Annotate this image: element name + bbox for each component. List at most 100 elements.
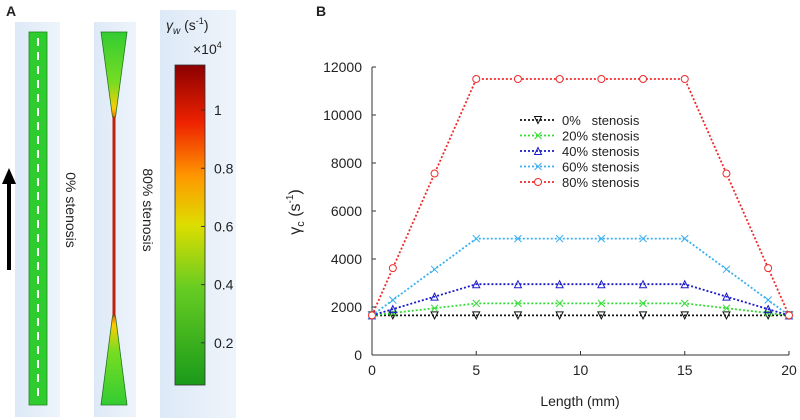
marker [472,299,481,308]
legend-label: 40% stenosis [562,144,640,159]
marker [722,169,731,178]
marker [534,131,542,140]
subscript: c [295,221,307,227]
marker [533,146,543,155]
legend-label: 80% stenosis [562,175,640,190]
marker [472,75,481,83]
marker [555,75,564,83]
marker [722,292,731,301]
tube-stenosis [112,117,116,316]
marker [597,299,606,308]
marker [680,299,689,308]
marker [368,311,376,320]
legend-label: 0% stenosis [562,113,640,128]
x-tick-label: 0 [368,362,376,378]
marker [639,75,648,83]
symbol: γ [287,227,304,235]
y-tick-label: 6000 [331,203,362,219]
x-axis-label: Length (mm) [540,393,619,409]
series-line [371,302,790,317]
x-tick-label: 10 [573,362,589,378]
marker [430,304,439,313]
marker [785,311,793,320]
marker [597,234,606,243]
marker [555,299,564,308]
panel-label: A [6,3,16,19]
marker [471,311,481,321]
marker [472,234,481,243]
unit: ) [204,17,209,33]
marker [763,304,773,314]
colorbar-tick-label: 0.6 [214,218,234,234]
superscript: -1 [285,194,296,203]
colorbar-multiplier: ×104 [193,40,222,57]
marker [430,265,439,274]
panel-label: B [316,3,326,19]
y-tick-label: 12000 [323,59,362,75]
marker [513,279,523,289]
marker [388,264,397,273]
marker [680,75,689,83]
x-tick-label: 5 [472,362,480,378]
tube-label: 0% stenosis [63,172,79,247]
tube-outlet [100,315,128,406]
tube [28,31,48,406]
y-tick-label: 2000 [331,299,362,315]
marker [639,299,647,308]
marker [722,311,731,321]
x-tick-label: 15 [677,362,693,378]
y-tick-label: 8000 [331,155,362,171]
legend-label: 20% stenosis [562,129,640,144]
marker [597,311,606,321]
series-line [371,283,790,317]
multiplier: ×10 [193,41,217,57]
panel-a: A 0% stenosis 80% stenosis γw (s-1) ×104 [2,3,236,418]
marker [638,311,648,321]
x-tick-label: 20 [781,362,797,378]
marker [430,311,439,321]
marker [388,304,398,314]
marker [639,234,647,243]
marker [513,75,522,83]
superscript: -1 [196,16,204,26]
tube-label: 80% stenosis [140,168,156,251]
marker [513,311,523,321]
marker [638,279,648,289]
marker [471,279,481,289]
y-tick-label: 4000 [331,251,362,267]
marker [534,178,542,186]
marker [764,296,773,304]
unit: (s [180,17,196,33]
marker [680,279,690,289]
marker [430,169,439,178]
colorbar-title: γw (s-1) [166,16,208,37]
marker [388,296,397,304]
marker [514,299,522,308]
marker [680,234,689,243]
y-tick-label: 10000 [323,107,362,123]
subscript: w [173,26,181,37]
colorbar [174,64,206,386]
marker [534,162,542,171]
panel-b: B Length (mm) γc (s-1) 0 2000 4000 6000 8000… [285,3,797,409]
marker [430,292,439,301]
marker [722,265,731,274]
marker [555,234,564,243]
marker [597,279,606,289]
colorbar-tick-label: 0.8 [214,160,234,176]
marker [597,75,606,83]
series-line [371,237,790,317]
series-line [371,78,790,316]
colorbar-tick-label: 0.4 [214,277,234,293]
flow-arrow-head [2,168,16,184]
marker [514,234,522,243]
unit: (s [287,203,304,221]
legend-label: 60% stenosis [562,160,640,175]
marker [722,304,731,313]
superscript: 4 [217,40,222,50]
marker [533,116,543,125]
colorbar-tick-label: 0.2 [214,335,234,351]
unit: ) [287,189,304,194]
marker [555,279,564,289]
